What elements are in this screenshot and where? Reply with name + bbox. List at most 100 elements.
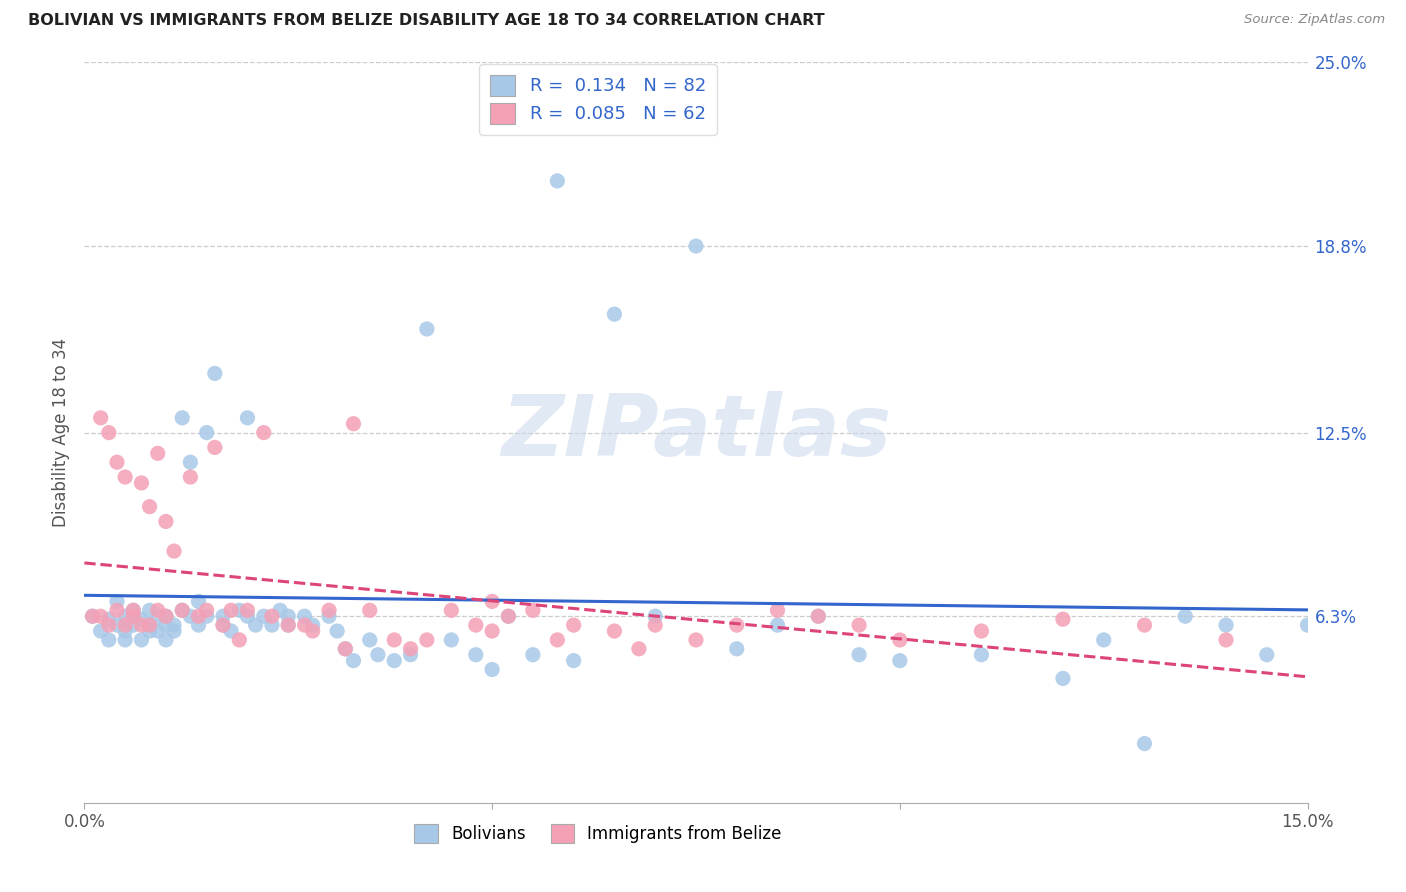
- Point: [260, 609, 283, 624]
- Text: Source: ZipAtlas.com: Source: ZipAtlas.com: [1244, 13, 1385, 27]
- Point: [1052, 672, 1074, 686]
- Point: [163, 618, 186, 632]
- Point: [90, 410, 112, 425]
- Point: [326, 624, 349, 638]
- Point: [399, 641, 422, 656]
- Point: [644, 609, 666, 624]
- Point: [253, 425, 276, 440]
- Point: [481, 594, 503, 608]
- Point: [172, 603, 194, 617]
- Text: ZIPatlas: ZIPatlas: [501, 391, 891, 475]
- Point: [301, 618, 323, 632]
- Point: [889, 632, 911, 647]
- Point: [82, 609, 104, 624]
- Point: [212, 609, 235, 624]
- Point: [399, 648, 422, 662]
- Point: [228, 603, 250, 617]
- Point: [522, 603, 544, 617]
- Point: [146, 446, 169, 460]
- Point: [644, 618, 666, 632]
- Point: [155, 609, 177, 624]
- Point: [562, 618, 585, 632]
- Point: [335, 641, 357, 656]
- Point: [1052, 612, 1074, 626]
- Y-axis label: Disability Age 18 to 34: Disability Age 18 to 34: [52, 338, 70, 527]
- Point: [179, 470, 201, 484]
- Point: [603, 624, 626, 638]
- Point: [105, 594, 128, 608]
- Point: [685, 239, 707, 253]
- Point: [277, 618, 299, 632]
- Point: [1133, 737, 1156, 751]
- Point: [90, 609, 112, 624]
- Point: [627, 641, 650, 656]
- Point: [212, 618, 235, 632]
- Point: [163, 624, 186, 638]
- Point: [464, 618, 486, 632]
- Point: [138, 603, 160, 617]
- Point: [301, 624, 323, 638]
- Point: [253, 609, 276, 624]
- Point: [146, 603, 169, 617]
- Point: [481, 663, 503, 677]
- Point: [122, 618, 145, 632]
- Point: [318, 609, 340, 624]
- Point: [464, 648, 486, 662]
- Point: [440, 632, 463, 647]
- Point: [807, 609, 830, 624]
- Point: [131, 632, 153, 647]
- Point: [172, 603, 194, 617]
- Point: [335, 641, 357, 656]
- Point: [97, 632, 120, 647]
- Point: [82, 609, 104, 624]
- Point: [382, 654, 405, 668]
- Point: [138, 500, 160, 514]
- Point: [1092, 632, 1115, 647]
- Point: [97, 425, 120, 440]
- Point: [138, 618, 160, 632]
- Point: [766, 603, 789, 617]
- Point: [138, 618, 160, 632]
- Point: [195, 603, 218, 617]
- Point: [603, 307, 626, 321]
- Point: [269, 603, 291, 617]
- Point: [228, 632, 250, 647]
- Point: [498, 609, 520, 624]
- Point: [146, 609, 169, 624]
- Point: [179, 609, 201, 624]
- Point: [138, 624, 160, 638]
- Point: [1378, 632, 1400, 647]
- Point: [97, 618, 120, 632]
- Point: [212, 618, 235, 632]
- Point: [122, 603, 145, 617]
- Point: [90, 624, 112, 638]
- Point: [131, 618, 153, 632]
- Point: [562, 654, 585, 668]
- Point: [1174, 609, 1197, 624]
- Point: [146, 624, 169, 638]
- Point: [260, 618, 283, 632]
- Point: [848, 648, 870, 662]
- Point: [105, 455, 128, 469]
- Point: [685, 632, 707, 647]
- Point: [236, 410, 259, 425]
- Point: [546, 174, 568, 188]
- Point: [204, 367, 226, 381]
- Point: [155, 609, 177, 624]
- Point: [131, 612, 153, 626]
- Point: [155, 632, 177, 647]
- Point: [195, 609, 218, 624]
- Point: [725, 641, 748, 656]
- Point: [131, 475, 153, 490]
- Point: [114, 470, 136, 484]
- Point: [342, 654, 364, 668]
- Point: [97, 612, 120, 626]
- Point: [114, 609, 136, 624]
- Point: [498, 609, 520, 624]
- Point: [294, 609, 316, 624]
- Point: [440, 603, 463, 617]
- Point: [318, 603, 340, 617]
- Point: [367, 648, 389, 662]
- Point: [522, 648, 544, 662]
- Point: [105, 618, 128, 632]
